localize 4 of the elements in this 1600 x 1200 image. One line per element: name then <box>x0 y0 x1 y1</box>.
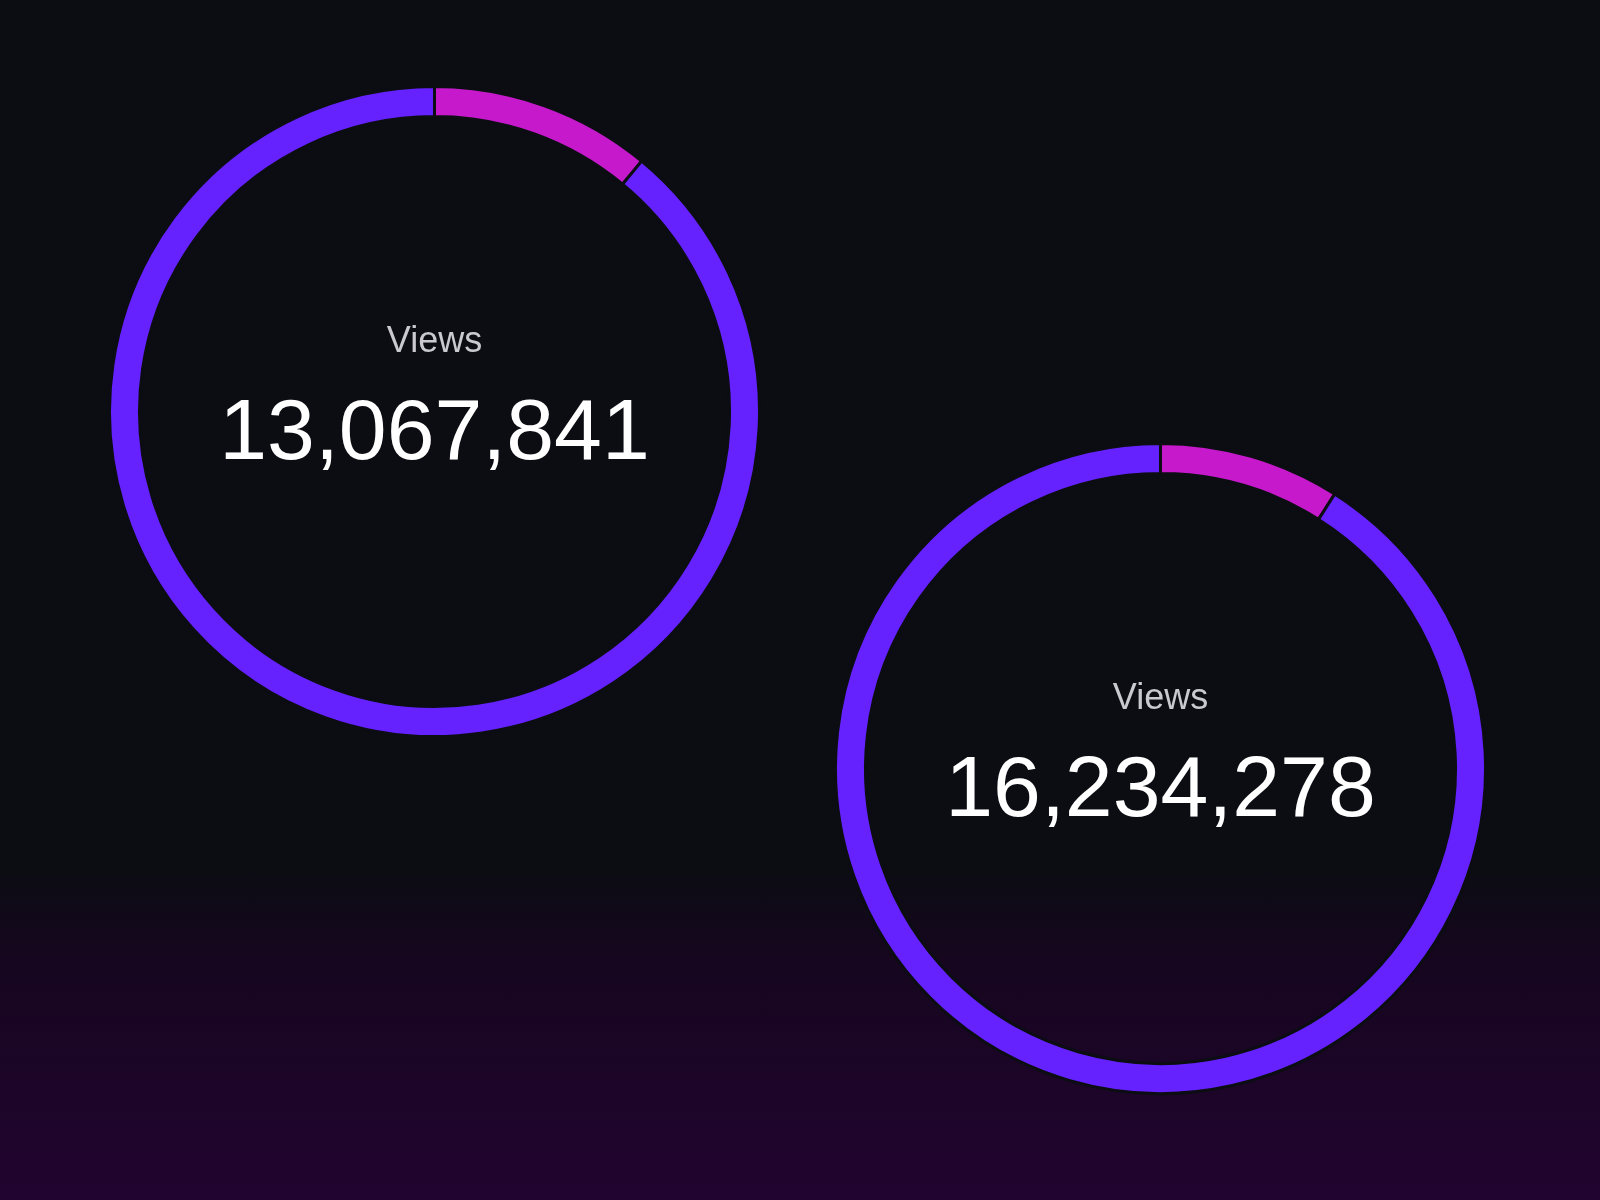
text: Views <box>1112 676 1209 717</box>
text: Views <box>386 319 483 360</box>
text: 16,234,278 <box>945 738 1376 834</box>
text: 13,067,841 <box>219 381 650 477</box>
